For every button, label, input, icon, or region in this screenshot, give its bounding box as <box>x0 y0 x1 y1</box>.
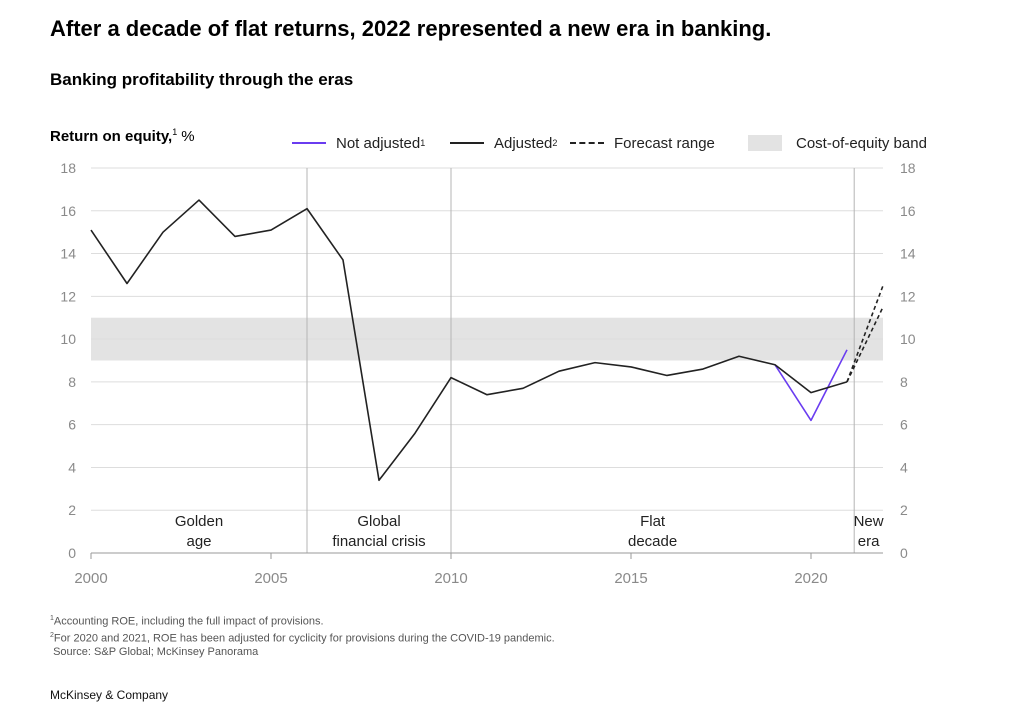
y-tick-left-10: 10 <box>60 331 76 347</box>
era-label-0-line2: age <box>186 533 211 550</box>
legend-adjusted: Adjusted 2 <box>450 132 557 154</box>
y-tick-right-14: 14 <box>900 246 916 262</box>
y-axis-title: Return on equity,1% <box>50 127 195 145</box>
source-text: Source: S&P Global; McKinsey Panorama <box>53 646 259 659</box>
legend-label-not-adjusted: Not adjusted <box>336 134 421 152</box>
footnote-1-mark: 1 <box>50 615 54 622</box>
era-label-3-line2: era <box>858 533 880 550</box>
footnote-1: 1Accounting ROE, including the full impa… <box>50 612 555 629</box>
legend-label-adjusted: Adjusted <box>494 134 553 152</box>
x-tick-2000: 2000 <box>74 570 107 587</box>
y-tick-right-8: 8 <box>900 374 908 390</box>
y-tick-right-18: 18 <box>900 160 916 176</box>
y-tick-right-0: 0 <box>900 545 908 561</box>
forecast-line-0 <box>846 285 884 383</box>
source-note: Source: S&P Global; McKinsey Panorama <box>50 645 555 659</box>
legend-label-forecast: Forecast range <box>614 134 715 152</box>
series-adjusted <box>90 199 848 482</box>
footnote-1-text: Accounting ROE, including the full impac… <box>53 615 324 628</box>
era-label-1-line1: Global <box>357 513 400 530</box>
x-tick-2005: 2005 <box>254 570 287 587</box>
era-label-1-line2: financial crisis <box>332 533 425 550</box>
legend-swatch-forecast <box>570 142 604 144</box>
footnote-2: 2For 2020 and 2021, ROE has been adjuste… <box>50 629 555 646</box>
y-tick-right-2: 2 <box>900 502 908 518</box>
x-tick-2020: 2020 <box>794 570 827 587</box>
chart-headline: After a decade of flat returns, 2022 rep… <box>50 16 772 41</box>
legend-swatch-not-adjusted <box>292 142 326 144</box>
y-tick-left-2: 2 <box>68 502 76 518</box>
y-tick-right-10: 10 <box>900 331 916 347</box>
legend-forecast: Forecast range <box>570 132 715 154</box>
x-tick-2015: 2015 <box>614 570 647 587</box>
era-label-0-line1: Golden <box>175 513 223 530</box>
legend-sup-adjusted: 2 <box>552 138 558 148</box>
y-tick-left-16: 16 <box>60 203 76 219</box>
chart-subheadline: Banking profitability through the eras <box>50 70 354 89</box>
y-tick-left-6: 6 <box>68 417 76 433</box>
y-tick-left-18: 18 <box>60 160 76 176</box>
era-label-2-line2: decade <box>628 533 677 550</box>
y-tick-right-6: 6 <box>900 417 908 433</box>
y-tick-left-4: 4 <box>68 459 76 475</box>
era-label-2-line1: Flat <box>640 513 666 530</box>
y-tick-left-0: 0 <box>68 545 76 561</box>
x-tick-2010: 2010 <box>434 570 467 587</box>
y-tick-right-4: 4 <box>900 459 908 475</box>
series-not-adjusted <box>774 349 848 422</box>
y-axis-unit: % <box>181 128 195 145</box>
legend-sup-not-adjusted: 1 <box>420 138 426 148</box>
era-label-3-line1: New <box>854 513 884 530</box>
y-tick-left-14: 14 <box>60 246 76 262</box>
y-tick-left-12: 12 <box>60 288 76 304</box>
y-axis-label: Return on equity, <box>50 128 173 145</box>
brand-name: McKinsey & Company <box>50 688 169 702</box>
legend-label-band: Cost-of-equity band <box>796 134 927 152</box>
y-tick-left-8: 8 <box>68 374 76 390</box>
y-tick-right-16: 16 <box>900 203 916 219</box>
footnote-2-mark: 2 <box>50 631 54 639</box>
y-axis-footnote-mark: 1 <box>172 127 178 137</box>
legend-swatch-adjusted <box>450 142 484 144</box>
footnotes: 1Accounting ROE, including the full impa… <box>50 612 555 659</box>
footnote-2-text: For 2020 and 2021, ROE has been adjusted… <box>53 632 555 645</box>
y-tick-right-12: 12 <box>900 288 916 304</box>
legend-band: Cost-of-equity band <box>748 132 927 154</box>
legend-swatch-band <box>748 135 782 151</box>
legend-not-adjusted: Not adjusted 1 <box>292 132 425 154</box>
